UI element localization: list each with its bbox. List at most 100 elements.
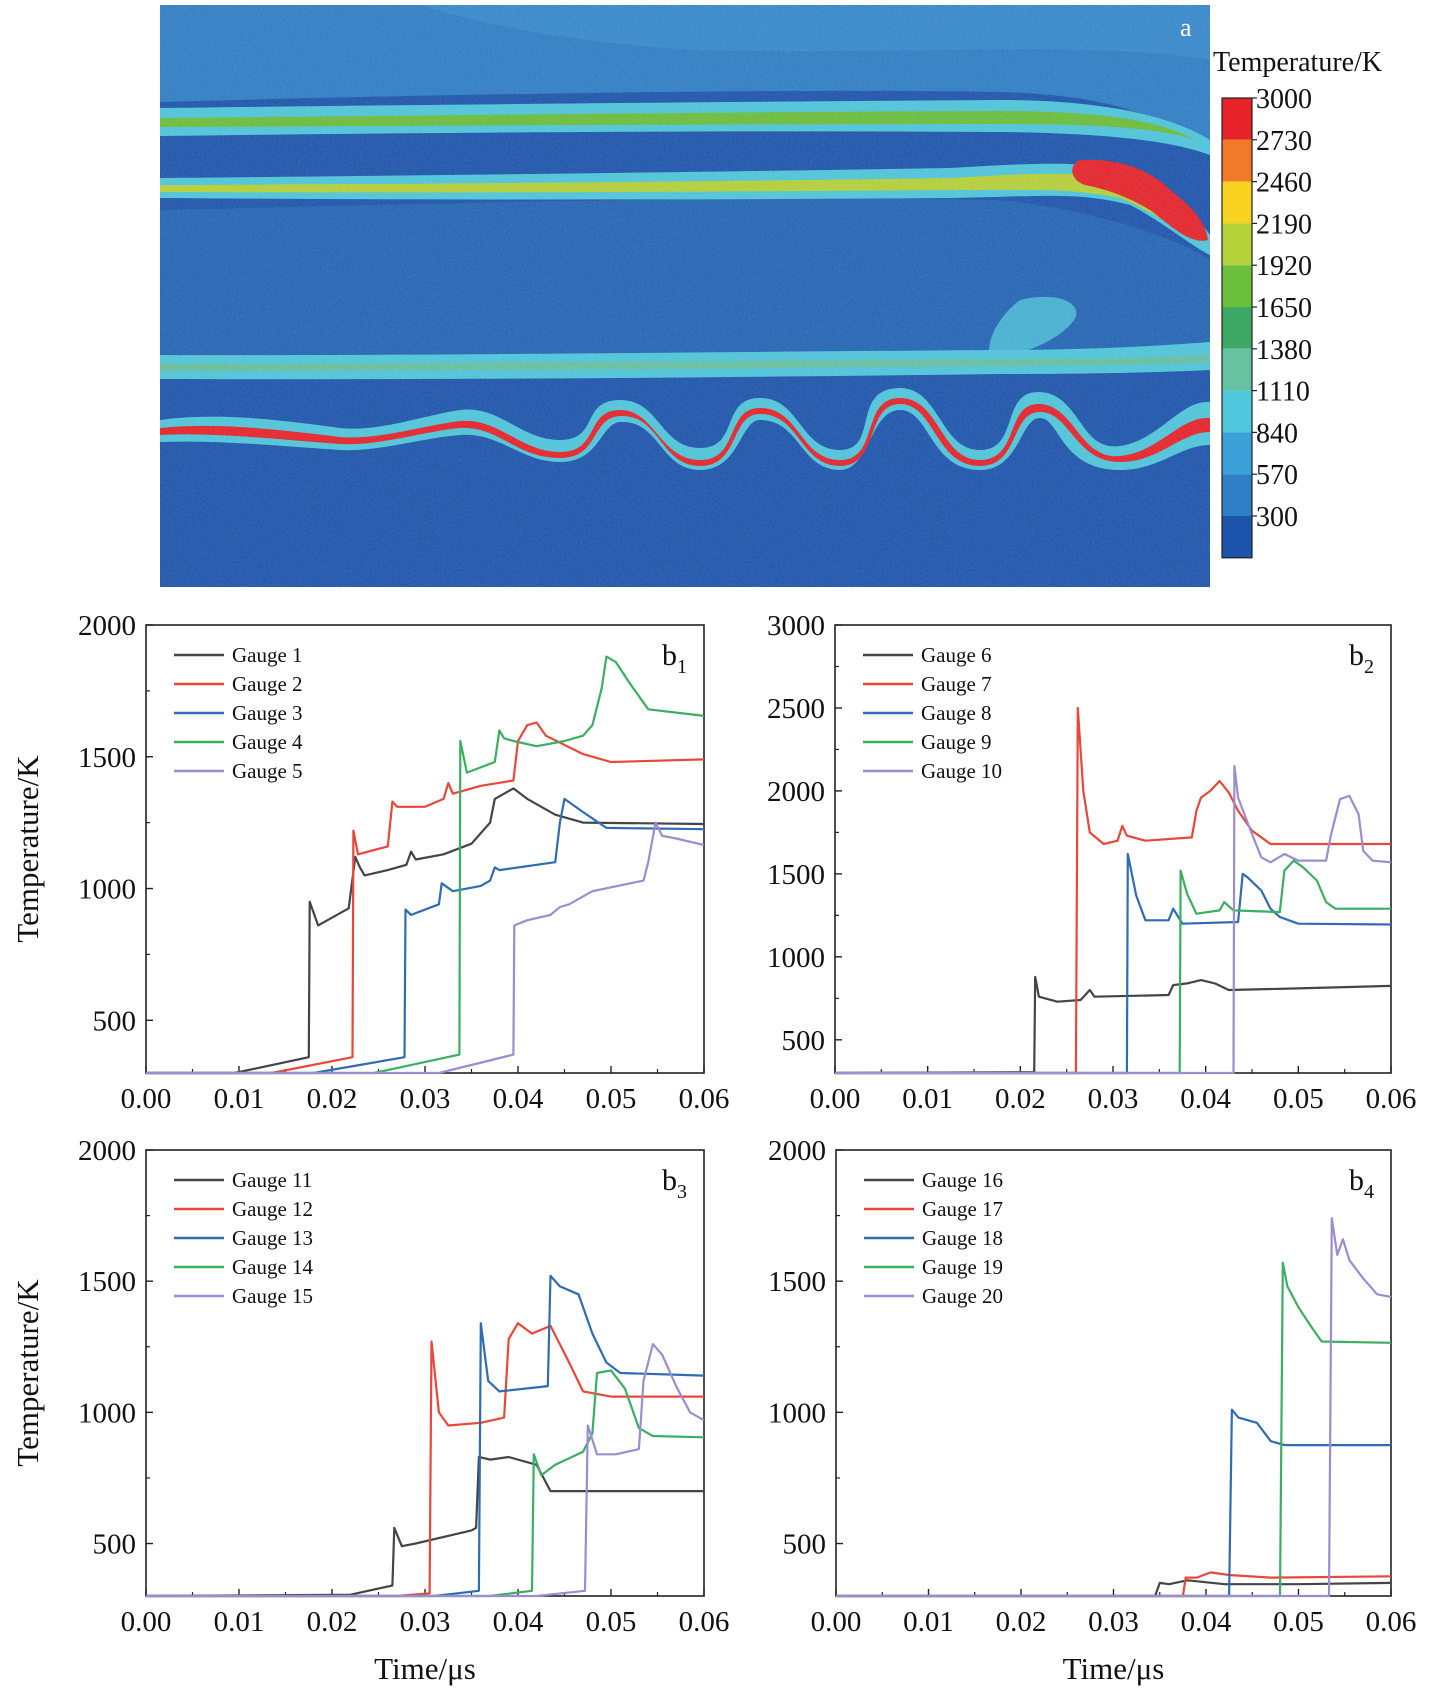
series-line [835, 764, 1392, 1075]
x-axis-label: Time/μs [1063, 1651, 1165, 1686]
x-tick-label: 0.00 [121, 1083, 172, 1115]
y-tick-label: 1500 [78, 742, 136, 774]
panel-label-subscript: 4 [1364, 1181, 1374, 1203]
x-tick-label: 0.02 [995, 1083, 1046, 1115]
legend-label: Gauge 14 [232, 1255, 314, 1279]
panel-a-temperature-map: a Temperature/K 3000 2730 2460 2190 1920 1650… [160, 5, 1382, 587]
series-line [834, 975, 1392, 1075]
series-line [146, 787, 705, 1075]
series-line [146, 1322, 704, 1598]
panel-label: b3 [662, 1164, 687, 1203]
series-line [146, 655, 705, 1075]
y-tick-label: 1000 [768, 1397, 826, 1429]
legend-label: Gauge 7 [921, 672, 992, 696]
legend-label: Gauge 9 [921, 730, 992, 754]
legend-label: Gauge 3 [232, 701, 303, 725]
chart-panel-b4: 0.00 0.01 0.02 0.03 0.04 0.05 0.06 500 1000 1500 2… [768, 1135, 1416, 1686]
x-tick-label: 0.05 [1273, 1606, 1324, 1638]
series-line [146, 721, 705, 1075]
x-tick-label: 0.04 [1180, 1083, 1231, 1115]
series-line [836, 1571, 1392, 1598]
legend-label: Gauge 16 [922, 1168, 1003, 1192]
colorbar: 3000 2730 2460 2190 1920 1650 1380 1110 840 570 30… [1221, 84, 1312, 559]
colorbar-tick-label: 3000 [1256, 84, 1312, 115]
legend-label: Gauge 8 [921, 701, 992, 725]
x-tick-label: 0.01 [214, 1606, 265, 1638]
series-line [835, 706, 1391, 1075]
x-tick-label: 0.04 [1181, 1606, 1232, 1638]
x-tick-label: 0.01 [902, 1083, 953, 1115]
panel-label-subscript: 2 [1364, 656, 1374, 678]
legend-label: Gauge 6 [921, 643, 992, 667]
colorbar-frame [1221, 97, 1253, 559]
colorbar-swatch [1222, 307, 1252, 349]
x-axis-label: Time/μs [374, 1651, 476, 1686]
legend-label: Gauge 20 [922, 1284, 1003, 1308]
y-tick-label: 2000 [78, 610, 136, 642]
y-tick-label: 2000 [767, 776, 825, 808]
colorbar-swatch [1222, 181, 1252, 224]
y-axis-label: Temperature/K [10, 755, 45, 943]
plot-frame [834, 624, 1392, 1074]
y-tick-label: 2500 [767, 693, 825, 725]
y-tick-label: 500 [93, 1529, 137, 1561]
colorbar-swatch [1222, 390, 1252, 433]
series-line [146, 797, 705, 1075]
x-tick-label: 0.06 [679, 1083, 730, 1115]
colorbar-title: Temperature/K [1213, 47, 1382, 78]
colorbar-swatch [1222, 98, 1252, 140]
panel-a-label: a [1180, 13, 1192, 42]
colorbar-tick-label: 570 [1256, 460, 1298, 491]
legend-label: Gauge 17 [922, 1197, 1003, 1221]
series-line [146, 1274, 705, 1598]
legend-label: Gauge 13 [232, 1226, 313, 1250]
series-line [146, 1369, 705, 1598]
legend-label: Gauge 2 [232, 672, 303, 696]
field-grain [160, 5, 1210, 587]
plot-frame [835, 1149, 1392, 1597]
colorbar-tick-label: 2730 [1256, 126, 1312, 157]
y-tick-label: 1500 [768, 1266, 826, 1298]
colorbar-tick-label: 2460 [1256, 168, 1312, 199]
y-tick-label: 2000 [768, 1135, 826, 1167]
y-tick-label: 1500 [78, 1266, 136, 1298]
y-tick-label: 1000 [767, 942, 825, 974]
x-tick-label: 0.03 [400, 1606, 451, 1638]
x-tick-label: 0.05 [586, 1606, 637, 1638]
legend-label: Gauge 19 [922, 1255, 1003, 1279]
series-line [145, 1455, 704, 1598]
panel-label-subscript: 1 [677, 656, 687, 678]
x-tick-label: 0.06 [1366, 1083, 1417, 1115]
x-tick-label: 0.05 [1273, 1083, 1324, 1115]
legend-label: Gauge 15 [232, 1284, 313, 1308]
legend-label: Gauge 12 [232, 1197, 313, 1221]
x-tick-label: 0.06 [679, 1606, 730, 1638]
x-tick-label: 0.01 [214, 1083, 265, 1115]
colorbar-tick-label: 1380 [1256, 335, 1312, 366]
colorbar-swatch [1222, 265, 1252, 307]
y-tick-label: 500 [93, 1005, 137, 1037]
colorbar-tick-label: 1920 [1256, 251, 1312, 282]
series-line [836, 1579, 1392, 1598]
legend-label: Gauge 4 [232, 730, 303, 754]
y-tick-label: 1000 [78, 1397, 136, 1429]
legend-label: Gauge 18 [922, 1226, 1003, 1250]
x-tick-label: 0.03 [1088, 1606, 1139, 1638]
x-tick-label: 0.03 [400, 1083, 451, 1115]
y-axis-label: Temperature/K [10, 1279, 45, 1467]
x-tick-label: 0.05 [586, 1083, 637, 1115]
x-tick-label: 0.03 [1088, 1083, 1139, 1115]
legend-label: Gauge 10 [921, 759, 1002, 783]
y-tick-label: 1500 [767, 859, 825, 891]
series-line [836, 1217, 1392, 1598]
colorbar-tick-label: 1650 [1256, 293, 1312, 324]
y-tick-label: 3000 [767, 610, 825, 642]
colorbar-tick-label: 300 [1256, 502, 1298, 533]
legend-label: Gauge 1 [232, 643, 303, 667]
colorbar-swatch [1222, 348, 1252, 391]
legend-label: Gauge 5 [232, 759, 303, 783]
x-tick-label: 0.00 [121, 1606, 172, 1638]
y-tick-label: 500 [783, 1529, 827, 1561]
colorbar-swatch [1222, 516, 1252, 558]
